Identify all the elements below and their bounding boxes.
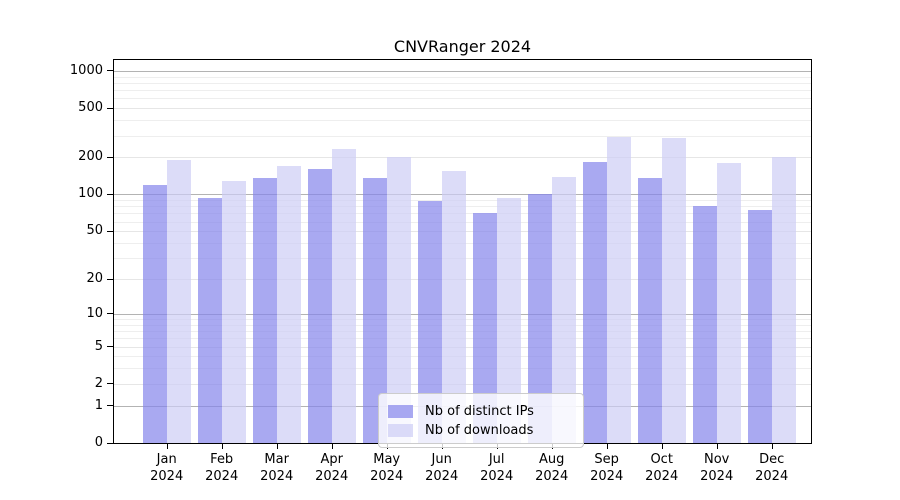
y-tick-1000 (107, 70, 113, 72)
bar-distinct-ips-sep (582, 161, 607, 443)
legend-item-distinct-ips: Nb of distinct IPs (388, 403, 574, 419)
x-tick-label-aug: Aug 2024 (535, 452, 569, 484)
legend-swatch-distinct-ips (388, 404, 413, 418)
y-tick-label-100: 100 (78, 186, 103, 202)
y-tick-500 (107, 107, 113, 109)
x-tick-label-dec: Dec 2024 (755, 452, 789, 484)
bars-layer (114, 60, 811, 443)
y-tick-label-10: 10 (86, 305, 103, 321)
x-tick-sep (606, 444, 608, 449)
bar-downloads-dec (771, 156, 796, 443)
y-tick-1 (107, 405, 113, 407)
x-tick-jan (166, 444, 168, 449)
bar-distinct-ips-apr (307, 169, 332, 443)
gridline-y-500 (114, 108, 811, 110)
legend-item-downloads: Nb of downloads (388, 422, 574, 438)
x-tick-label-jan: Jan 2024 (150, 452, 184, 484)
gridline-minor-y-900 (114, 76, 811, 78)
y-tick-0 (107, 442, 113, 444)
x-tick-dec (771, 444, 773, 449)
bar-distinct-ips-mar (252, 178, 277, 443)
bar-distinct-ips-dec (747, 209, 772, 443)
y-tick-label-5: 5 (94, 338, 103, 354)
bar-downloads-jan (166, 159, 191, 443)
gridline-y-200 (114, 157, 811, 159)
gridline-minor-y-600 (114, 98, 811, 100)
x-tick-mar (276, 444, 278, 449)
gridline-y-1000 (114, 70, 811, 72)
x-tick-label-may: May 2024 (370, 452, 404, 484)
bar-distinct-ips-oct (637, 178, 662, 443)
bar-downloads-nov (716, 163, 741, 443)
legend: Nb of distinct IPs Nb of downloads (378, 393, 584, 448)
x-tick-label-feb: Feb 2024 (205, 452, 239, 484)
y-tick-label-200: 200 (78, 149, 103, 165)
y-tick-label-2: 2 (94, 375, 103, 391)
y-tick-2 (107, 383, 113, 385)
bar-downloads-feb (221, 181, 246, 443)
bar-downloads-sep (606, 137, 631, 443)
x-tick-nov (716, 444, 718, 449)
x-tick-label-jun: Jun 2024 (425, 452, 459, 484)
x-tick-label-nov: Nov 2024 (700, 452, 734, 484)
bar-downloads-mar (276, 165, 301, 443)
bar-distinct-ips-jan (142, 184, 167, 443)
x-tick-feb (221, 444, 223, 449)
y-tick-50 (107, 230, 113, 232)
y-tick-label-1000: 1000 (69, 62, 103, 78)
y-tick-20 (107, 278, 113, 280)
x-tick-label-sep: Sep 2024 (590, 452, 624, 484)
legend-label-downloads: Nb of downloads (425, 422, 534, 438)
bar-downloads-apr (331, 148, 356, 443)
y-tick-label-50: 50 (86, 223, 103, 239)
x-tick-label-jul: Jul 2024 (480, 452, 514, 484)
y-tick-label-20: 20 (86, 271, 103, 287)
x-tick-label-mar: Mar 2024 (260, 452, 294, 484)
gridline-minor-y-300 (114, 135, 811, 137)
x-tick-label-oct: Oct 2024 (645, 452, 679, 484)
y-tick-label-500: 500 (78, 100, 103, 116)
legend-label-distinct-ips: Nb of distinct IPs (425, 403, 534, 419)
y-tick-10 (107, 313, 113, 315)
x-tick-apr (331, 444, 333, 449)
bar-distinct-ips-feb (197, 198, 222, 443)
y-tick-label-1: 1 (94, 397, 103, 413)
bar-downloads-oct (661, 137, 686, 443)
y-tick-5 (107, 346, 113, 347)
gridline-minor-y-700 (114, 90, 811, 92)
gridline-minor-y-800 (114, 82, 811, 84)
y-tick-200 (107, 156, 113, 158)
x-tick-oct (661, 444, 663, 449)
bar-distinct-ips-nov (692, 206, 717, 443)
chart-title: CNVRanger 2024 (393, 37, 532, 56)
gridline-minor-y-400 (114, 120, 811, 122)
y-tick-label-0: 0 (94, 435, 103, 450)
legend-swatch-downloads (388, 423, 413, 437)
x-tick-label-apr: Apr 2024 (315, 452, 349, 484)
y-tick-100 (107, 193, 113, 195)
plot-area: Nb of distinct IPs Nb of downloads (113, 59, 812, 448)
